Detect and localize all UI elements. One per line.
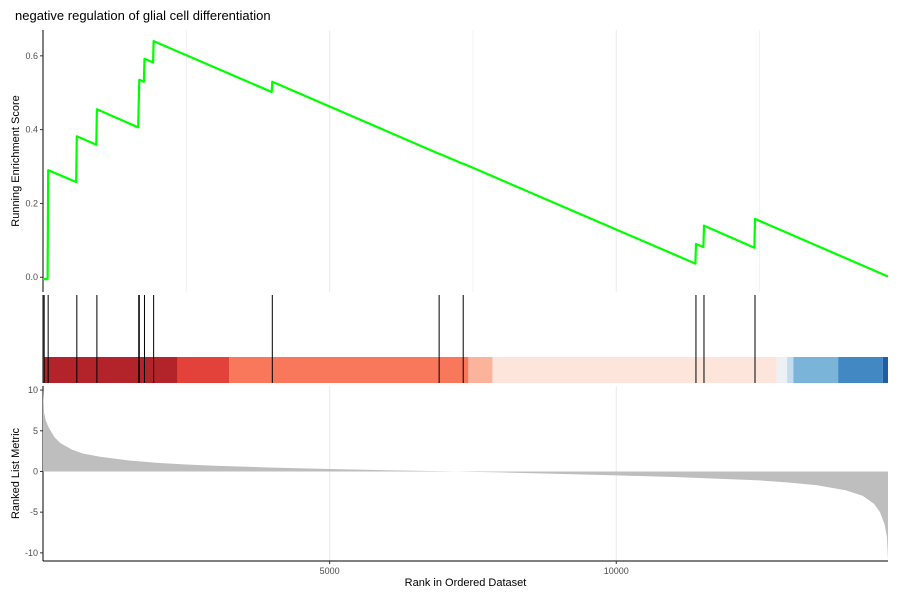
metric-y-tick-label: -10 <box>25 548 38 558</box>
x-axis-label: Rank in Ordered Dataset <box>405 577 527 589</box>
chart-title: negative regulation of glial cell differ… <box>15 8 271 23</box>
ranking-bar-segment <box>492 357 777 383</box>
ranking-bar-segment <box>177 357 230 383</box>
metric-y-axis-label: Ranked List Metric <box>10 427 22 519</box>
enrichment-score-line <box>43 40 889 281</box>
ranking-bar-segment <box>229 357 469 383</box>
ranking-bar-segment <box>838 357 883 383</box>
x-tick-label: 10000 <box>604 566 629 576</box>
metric-y-tick-label: -5 <box>30 507 38 517</box>
enrichment-y-tick-label: 0.0 <box>25 272 38 282</box>
enrichment-y-tick-label: 0.6 <box>25 51 38 61</box>
ranking-bar-segment <box>882 357 888 383</box>
enrichment-y-tick-label: 0.4 <box>25 125 38 135</box>
ranking-bar-segment <box>776 357 788 383</box>
ranking-bar-segment <box>468 357 493 383</box>
ranked-metric-area <box>43 390 888 560</box>
ranking-bar-segment <box>43 357 178 383</box>
metric-y-tick-label: 0 <box>33 466 38 476</box>
ranking-bar-segment <box>787 357 794 383</box>
metric-y-tick-label: 10 <box>28 385 38 395</box>
enrichment-y-tick-label: 0.2 <box>25 198 38 208</box>
x-tick-label: 5000 <box>320 566 340 576</box>
metric-y-tick-label: 5 <box>33 426 38 436</box>
enrichment-y-axis-label: Running Enrichment Score <box>10 95 22 226</box>
ranking-bar-segment <box>793 357 839 383</box>
